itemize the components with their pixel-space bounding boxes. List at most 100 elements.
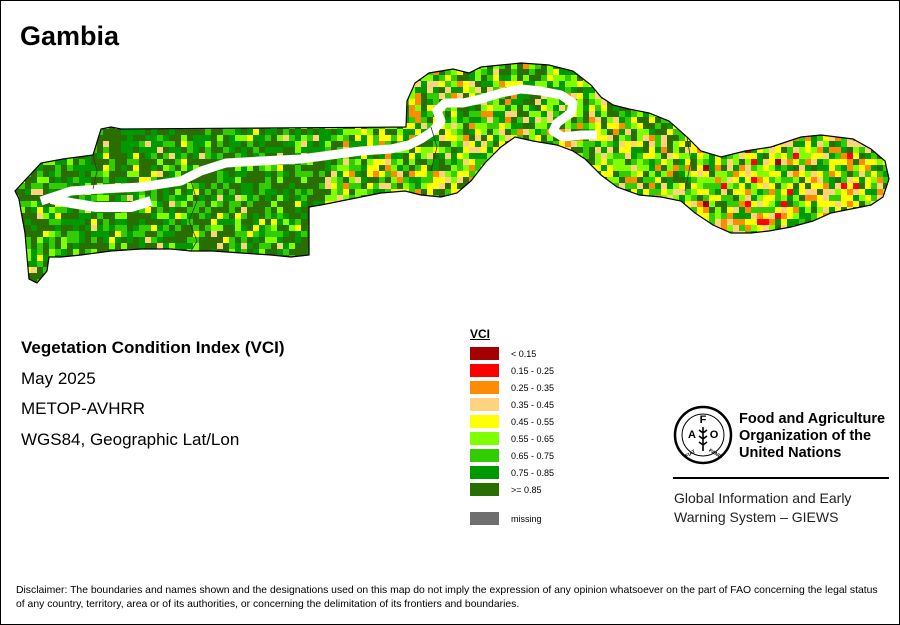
vci-cell — [649, 243, 655, 249]
vci-cell — [55, 165, 61, 171]
vci-cell — [493, 75, 499, 81]
map-title: Gambia — [20, 21, 120, 51]
vci-cell — [253, 249, 259, 255]
vci-cell — [259, 87, 265, 93]
vci-cell — [205, 87, 211, 93]
vci-cell — [619, 141, 625, 147]
vci-cell — [37, 273, 43, 279]
vci-cell — [217, 87, 223, 93]
vci-cell — [715, 183, 721, 189]
vci-cell — [415, 237, 421, 243]
vci-cell — [151, 159, 157, 165]
vci-cell — [463, 261, 469, 267]
vci-cell — [715, 75, 721, 81]
vci-cell — [601, 165, 607, 171]
vci-cell — [229, 189, 235, 195]
vci-cell — [451, 135, 457, 141]
vci-cell — [619, 129, 625, 135]
vci-cell — [169, 87, 175, 93]
vci-cell — [553, 141, 559, 147]
vci-cell — [175, 159, 181, 165]
vci-cell — [811, 243, 817, 249]
vci-cell — [283, 273, 289, 279]
vci-cell — [805, 285, 811, 291]
vci-cell — [373, 165, 379, 171]
vci-cell — [367, 291, 373, 297]
vci-cell — [769, 75, 775, 81]
vci-cell — [217, 51, 223, 57]
vci-cell — [235, 87, 241, 93]
vci-cell — [205, 213, 211, 219]
vci-cell — [787, 195, 793, 201]
vci-cell — [361, 201, 367, 207]
vci-cell — [499, 171, 505, 177]
vci-cell — [553, 105, 559, 111]
vci-cell — [181, 273, 187, 279]
vci-cell — [337, 105, 343, 111]
vci-cell — [523, 57, 529, 63]
vci-cell — [487, 231, 493, 237]
vci-cell — [487, 87, 493, 93]
vci-cell — [757, 219, 763, 225]
vci-cell — [349, 195, 355, 201]
vci-cell — [625, 81, 631, 87]
vci-cell — [727, 213, 733, 219]
vci-cell — [457, 267, 463, 273]
vci-cell — [589, 183, 595, 189]
vci-cell — [667, 93, 673, 99]
vci-cell — [19, 135, 25, 141]
vci-cell — [61, 117, 67, 123]
vci-cell — [811, 153, 817, 159]
vci-cell — [553, 57, 559, 63]
vci-cell — [199, 261, 205, 267]
vci-cell — [733, 291, 739, 297]
vci-cell — [649, 81, 655, 87]
vci-cell — [247, 93, 253, 99]
vci-cell — [301, 195, 307, 201]
vci-cell — [229, 219, 235, 225]
vci-cell — [655, 243, 661, 249]
vci-cell — [517, 267, 523, 273]
vci-cell — [469, 219, 475, 225]
vci-cell — [85, 291, 91, 297]
vci-cell — [475, 297, 481, 301]
vci-cell — [409, 195, 415, 201]
vci-cell — [169, 297, 175, 301]
vci-cell — [709, 207, 715, 213]
vci-cell — [223, 297, 229, 301]
vci-cell — [529, 243, 535, 249]
vci-cell — [517, 189, 523, 195]
vci-cell — [277, 189, 283, 195]
vci-cell — [247, 141, 253, 147]
vci-cell — [403, 63, 409, 69]
vci-cell — [15, 243, 19, 249]
vci-cell — [397, 75, 403, 81]
vci-cell — [811, 207, 817, 213]
vci-cell — [541, 99, 547, 105]
vci-cell — [679, 69, 685, 75]
vci-cell — [469, 267, 475, 273]
vci-cell — [673, 57, 679, 63]
vci-cell — [583, 165, 589, 171]
vci-cell — [439, 207, 445, 213]
vci-cell — [697, 255, 703, 261]
vci-cell — [673, 225, 679, 231]
vci-cell — [115, 237, 121, 243]
vci-cell — [319, 189, 325, 195]
vci-cell — [673, 249, 679, 255]
vci-cell — [457, 201, 463, 207]
vci-cell — [655, 171, 661, 177]
vci-cell — [223, 189, 229, 195]
vci-cell — [109, 87, 115, 93]
vci-cell — [793, 75, 799, 81]
vci-cell — [637, 279, 643, 283]
vci-cell — [151, 243, 157, 249]
vci-cell — [373, 129, 379, 135]
vci-cell — [559, 171, 565, 177]
vci-cell — [319, 81, 325, 87]
vci-cell — [403, 213, 409, 219]
vci-cell — [505, 69, 511, 75]
vci-cell — [577, 213, 583, 219]
vci-cell — [745, 231, 751, 237]
vci-cell — [103, 93, 109, 99]
